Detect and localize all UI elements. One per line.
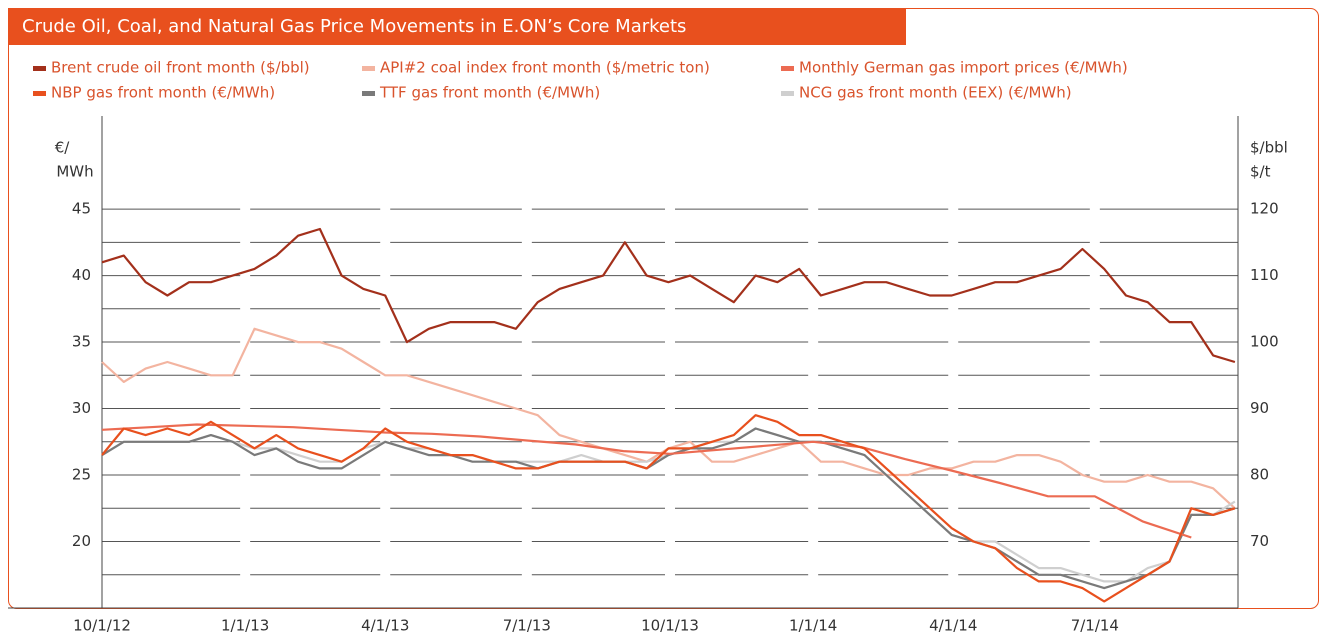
legend-label: Brent crude oil front month ($/bbl) bbox=[51, 59, 310, 77]
x-tick-label: 7/1/14 bbox=[1071, 617, 1119, 635]
chart-title: Crude Oil, Coal, and Natural Gas Price M… bbox=[22, 16, 686, 37]
y2-tick-label: 120 bbox=[1250, 200, 1279, 218]
series-line bbox=[101, 414, 1236, 603]
y-tick-label: 25 bbox=[72, 466, 91, 484]
x-tick-label: 1/1/13 bbox=[221, 617, 269, 635]
y-axis-label: MWh bbox=[56, 163, 93, 181]
y2-axis-label: $/t bbox=[1250, 163, 1271, 181]
legend-swatch bbox=[781, 91, 794, 96]
x-tick-label: 4/1/13 bbox=[361, 617, 409, 635]
legend-label: NBP gas front month (€/MWh) bbox=[51, 84, 275, 102]
x-tick-label: 1/1/14 bbox=[789, 617, 837, 635]
legend-swatch bbox=[33, 66, 46, 71]
x-tick-label: 10/1/13 bbox=[641, 617, 699, 635]
y-tick-label: 20 bbox=[72, 532, 91, 550]
legend-swatch bbox=[362, 66, 375, 71]
x-tick-label: 4/1/14 bbox=[929, 617, 977, 635]
legend-swatch bbox=[781, 66, 794, 71]
y2-tick-label: 70 bbox=[1250, 532, 1269, 550]
y-axis-label: €/ bbox=[55, 139, 71, 157]
series-line bbox=[101, 227, 1236, 364]
y2-tick-label: 80 bbox=[1250, 466, 1269, 484]
y2-tick-label: 110 bbox=[1250, 266, 1279, 284]
legend-label: NCG gas front month (EEX) (€/MWh) bbox=[799, 84, 1072, 102]
legend-label: TTF gas front month (€/MWh) bbox=[379, 84, 600, 102]
y-tick-label: 40 bbox=[72, 266, 91, 284]
y2-tick-label: 90 bbox=[1250, 399, 1269, 417]
y2-tick-label: 100 bbox=[1250, 333, 1279, 351]
x-tick-label: 10/1/12 bbox=[73, 617, 131, 635]
y-tick-label: 35 bbox=[72, 333, 91, 351]
series-line bbox=[101, 427, 1236, 590]
legend-swatch bbox=[33, 91, 46, 96]
legend-label: Monthly German gas import prices (€/MWh) bbox=[799, 59, 1128, 77]
y2-axis-label: $/bbl bbox=[1250, 139, 1288, 157]
x-tick-label: 7/1/13 bbox=[503, 617, 551, 635]
title-bar bbox=[8, 8, 906, 45]
legend-swatch bbox=[362, 91, 375, 96]
y-tick-label: 45 bbox=[72, 200, 91, 218]
series-line bbox=[101, 423, 1192, 539]
legend-label: API#2 coal index front month ($/metric t… bbox=[380, 59, 710, 77]
y-tick-label: 30 bbox=[72, 399, 91, 417]
